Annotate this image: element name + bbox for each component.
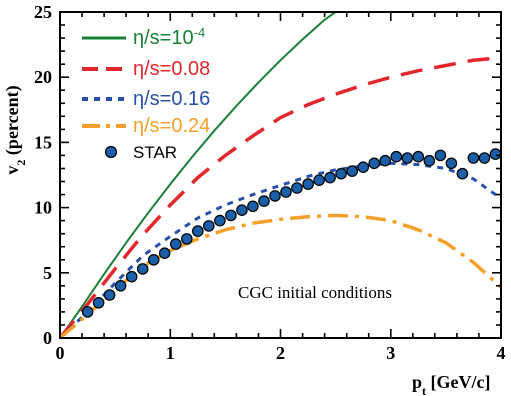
star-point (225, 209, 237, 222)
star-point (302, 178, 314, 190)
star-point (445, 157, 458, 170)
y-tick-label: 5 (43, 263, 52, 283)
star-point (423, 154, 436, 167)
y-tick-label: 10 (34, 198, 52, 218)
star-point (368, 157, 380, 170)
y-tick-label: 25 (34, 2, 52, 22)
star-point (313, 174, 325, 186)
star-points-layer (81, 148, 501, 318)
y-label-unit: (percent) (2, 85, 23, 159)
annotation-text: CGC initial conditions (238, 283, 392, 302)
series-line-2 (60, 161, 501, 338)
star-point (158, 247, 171, 259)
star-point (136, 263, 149, 275)
star-point (247, 200, 259, 213)
star-point (192, 225, 204, 237)
x-axis-label: pt [GeV/c] (412, 372, 490, 396)
star-point (467, 152, 480, 164)
y-tick-label: 20 (34, 67, 52, 87)
legend-label-main: η/s=0.08 (133, 58, 210, 80)
star-point (456, 167, 469, 180)
star-point (434, 149, 447, 162)
star-point (203, 220, 215, 232)
star-point (390, 150, 403, 163)
star-point (236, 204, 248, 216)
star-point (114, 279, 127, 292)
star-point (280, 186, 292, 198)
legend-label-0: η/s=10-4 (133, 25, 205, 50)
x-tick-label: 2 (276, 343, 285, 363)
ticks-layer: 0 1 2 3 4 0 5 10 15 20 25 (34, 2, 506, 363)
x-tick-label: 1 (166, 343, 175, 363)
star-point (478, 152, 491, 164)
legend-label-1: η/s=0.08 (133, 58, 210, 80)
x-label-main: p (412, 372, 422, 392)
star-point (170, 238, 182, 250)
star-point (379, 154, 391, 167)
x-tick-label: 0 (56, 343, 65, 363)
legend-label-main: η/s=0.16 (133, 88, 210, 110)
star-point (291, 182, 303, 194)
star-point (357, 161, 369, 173)
legend-label-main: η/s=0.24 (133, 115, 210, 137)
x-tick-label: 4 (497, 343, 506, 363)
legend-label-main: η/s=10 (133, 27, 194, 49)
series-line-3 (60, 213, 501, 338)
legend-label-2: η/s=0.16 (133, 88, 210, 110)
star-point (147, 253, 160, 266)
star-point (125, 270, 138, 283)
y-tick-label: 0 (43, 328, 52, 348)
star-point (401, 152, 414, 164)
star-point (92, 296, 105, 309)
y-label-main: v (2, 166, 22, 175)
star-point (181, 233, 193, 245)
star-point (335, 167, 347, 180)
legend: η/s=10-4 η/s=0.08 η/s=0.16 η/s=0.24 STAR (82, 25, 210, 162)
legend-label-3: η/s=0.24 (133, 115, 210, 137)
y-label-sub: 2 (14, 160, 28, 166)
star-point (81, 306, 94, 318)
series-line-1 (60, 55, 501, 338)
star-point (346, 165, 358, 177)
star-point (412, 150, 425, 163)
legend-label-main: STAR (133, 143, 177, 162)
legend-label-4: STAR (133, 143, 177, 162)
star-point (489, 148, 501, 160)
series-line-0 (60, 12, 338, 338)
star-point (214, 214, 226, 227)
star-point (258, 195, 270, 207)
star-point (103, 289, 116, 301)
legend-label-sup: -4 (194, 25, 206, 40)
x-label-unit: [GeV/c] (426, 372, 490, 392)
legend-marker-star (104, 145, 118, 159)
y-axis-label: v2 (percent) (2, 85, 28, 174)
x-tick-label: 3 (386, 343, 395, 363)
star-point (324, 171, 336, 184)
x-label-sub: t (422, 384, 426, 396)
y-tick-label: 15 (34, 132, 52, 152)
star-point (269, 190, 281, 202)
